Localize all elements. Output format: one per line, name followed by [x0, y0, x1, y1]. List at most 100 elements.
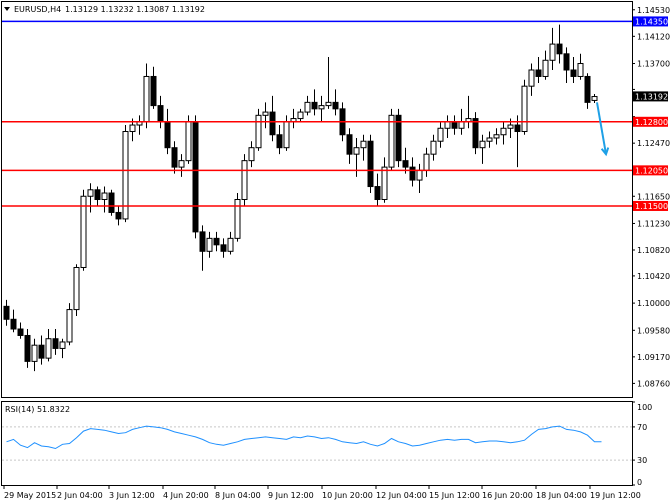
- candle-body: [269, 111, 276, 136]
- candle-body: [423, 153, 430, 171]
- price-axis: 1.14530 1.14120 1.13700 1.12470 1.11650 1.112…: [632, 6, 670, 388]
- candle: [479, 134, 486, 164]
- time-tick-label: 2 Jun 04:00: [57, 491, 103, 500]
- candle-body: [353, 147, 360, 155]
- candle-body: [374, 186, 381, 200]
- candle-body: [577, 63, 584, 77]
- candle-body: [276, 134, 283, 149]
- rsi-layer: [6, 425, 602, 450]
- candle-body: [178, 160, 185, 168]
- candle: [388, 108, 395, 171]
- candle: [206, 231, 213, 258]
- price-tick-label: 1.12470: [637, 139, 670, 148]
- candle: [556, 24, 563, 64]
- candle-body: [521, 85, 528, 133]
- candle: [227, 231, 234, 255]
- candle-body: [171, 147, 178, 168]
- candle-body: [549, 43, 556, 61]
- candle: [276, 125, 283, 155]
- candle: [178, 154, 185, 177]
- candle: [360, 134, 367, 161]
- candle-body: [332, 101, 339, 110]
- candle: [535, 57, 542, 83]
- candle-body: [297, 111, 304, 120]
- candle-body: [206, 237, 213, 252]
- candle-body: [80, 195, 87, 268]
- candle: [45, 329, 52, 362]
- candle: [10, 309, 17, 333]
- time-tick-label: 19 Jun 12:00: [590, 491, 641, 500]
- level-badge-label: 1.14350: [635, 17, 668, 26]
- candle-body: [325, 101, 332, 107]
- candle-body: [500, 127, 507, 136]
- price-tick-label: 1.08760: [637, 379, 670, 388]
- rsi-tick-label: 0: [637, 478, 642, 487]
- candle-body: [220, 244, 227, 252]
- candle-body: [409, 166, 416, 181]
- candle: [73, 264, 80, 317]
- candle: [31, 338, 38, 372]
- candle: [241, 154, 248, 206]
- candle: [521, 79, 528, 135]
- rsi-tick-label: 100: [637, 403, 652, 412]
- price-tick-label: 1.14120: [637, 32, 670, 41]
- candle: [199, 225, 206, 271]
- candle: [402, 147, 409, 174]
- candle: [311, 89, 318, 116]
- candle: [234, 193, 241, 242]
- candle: [332, 89, 339, 116]
- dropdown-triangle-icon[interactable]: [4, 7, 10, 11]
- time-tick-label: 8 Jun 04:00: [215, 491, 261, 500]
- candle-body: [52, 338, 59, 349]
- symbol-label: EURUSD,H4: [14, 5, 61, 14]
- candle: [409, 157, 416, 187]
- candle-body: [255, 114, 262, 149]
- price-tick-label: 1.09580: [637, 326, 670, 335]
- candle: [542, 50, 549, 80]
- candle-body: [24, 334, 31, 362]
- candle-body: [451, 121, 458, 129]
- candle: [185, 115, 192, 164]
- candle-body: [507, 124, 514, 129]
- candle-body: [262, 111, 269, 116]
- candle-body: [395, 114, 402, 162]
- price-tick-label: 1.10000: [637, 299, 670, 308]
- candle: [66, 303, 73, 346]
- candle: [52, 329, 59, 355]
- candle-body: [416, 169, 423, 181]
- candle-body: [437, 127, 444, 142]
- candle: [115, 205, 122, 226]
- time-tick-label: 4 Jun 20:00: [163, 491, 209, 500]
- candle-body: [486, 137, 493, 142]
- time-tick-label: 18 Jun 04:00: [536, 491, 587, 500]
- time-tick-label: 29 May 2015: [4, 491, 56, 500]
- candle-body: [31, 344, 38, 362]
- price-tick-label: 1.09170: [637, 353, 670, 362]
- candle: [577, 53, 584, 80]
- candle-body: [388, 114, 395, 168]
- candle-body: [164, 121, 171, 149]
- candle-body: [3, 305, 10, 320]
- candle-body: [514, 124, 521, 133]
- candle-body: [87, 189, 94, 197]
- candle-body: [542, 59, 549, 77]
- level-badge-label: 1.12800: [635, 118, 668, 127]
- candle: [514, 115, 521, 168]
- candle-body: [493, 134, 500, 139]
- candle: [269, 95, 276, 142]
- arrow-annotation: [596, 102, 610, 157]
- candle-body: [318, 105, 325, 110]
- candle-body: [150, 75, 157, 107]
- candle-body: [192, 121, 199, 233]
- time-tick-label: 12 Jun 04:00: [376, 491, 427, 500]
- candle: [563, 47, 570, 83]
- candle: [381, 157, 388, 203]
- ohlc-values: 1.13129 1.13232 1.13087 1.13192: [65, 5, 205, 14]
- candle-body: [213, 237, 220, 246]
- candle-body: [129, 124, 136, 133]
- candle-body: [535, 69, 542, 77]
- candle: [122, 125, 129, 223]
- candle: [101, 186, 108, 213]
